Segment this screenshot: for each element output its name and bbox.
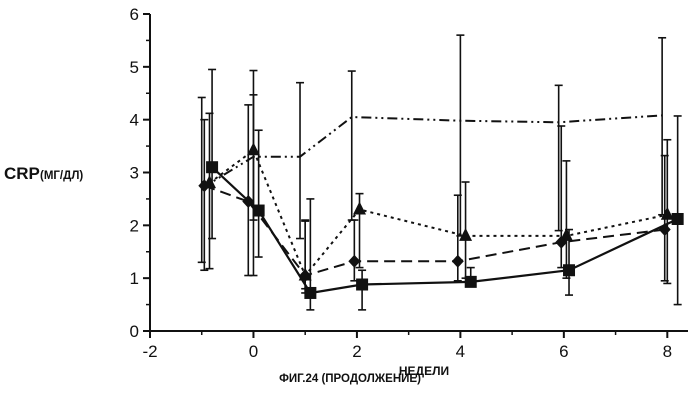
x-tick-label: 0 (249, 342, 258, 361)
data-point-square (356, 279, 368, 291)
y-tick-label: 5 (130, 58, 139, 77)
y-tick-label: 4 (130, 111, 139, 130)
data-point-square (672, 213, 684, 225)
data-point-square (465, 276, 477, 288)
y-tick-label: 2 (130, 216, 139, 235)
data-point-diamond (348, 255, 360, 268)
series-line-square-solid (212, 167, 678, 293)
y-tick-label: 3 (130, 164, 139, 183)
data-point-square (563, 264, 575, 276)
y-tick-label: 6 (130, 5, 139, 24)
figure-caption: ФИГ.24 (ПРОДОЛЖЕНИЕ) (0, 373, 700, 385)
data-point-diamond (659, 223, 671, 236)
data-point-square (206, 161, 218, 173)
data-point-square (253, 205, 265, 217)
line-chart: 0123456-202468 CRP (МГ/ДЛ) НЕДЕЛИ (0, 0, 700, 413)
series-markers (198, 142, 683, 299)
series-line-dash-dot-dot (202, 115, 662, 188)
y-tick-label: 1 (130, 269, 139, 288)
series-lines (202, 115, 678, 293)
y-axis-label: CRP (4, 164, 40, 183)
y-axis-unit: (МГ/ДЛ) (40, 170, 83, 182)
error-bars (198, 35, 682, 310)
x-tick-label: 6 (559, 342, 568, 361)
x-tick-label: -2 (142, 342, 157, 361)
y-tick-label: 0 (130, 322, 139, 341)
data-point-square (304, 287, 316, 299)
data-point-diamond (452, 255, 464, 268)
x-tick-label: 8 (663, 342, 672, 361)
x-tick-label: 2 (352, 342, 361, 361)
x-tick-label: 4 (456, 342, 465, 361)
data-point-triangle (353, 201, 366, 214)
